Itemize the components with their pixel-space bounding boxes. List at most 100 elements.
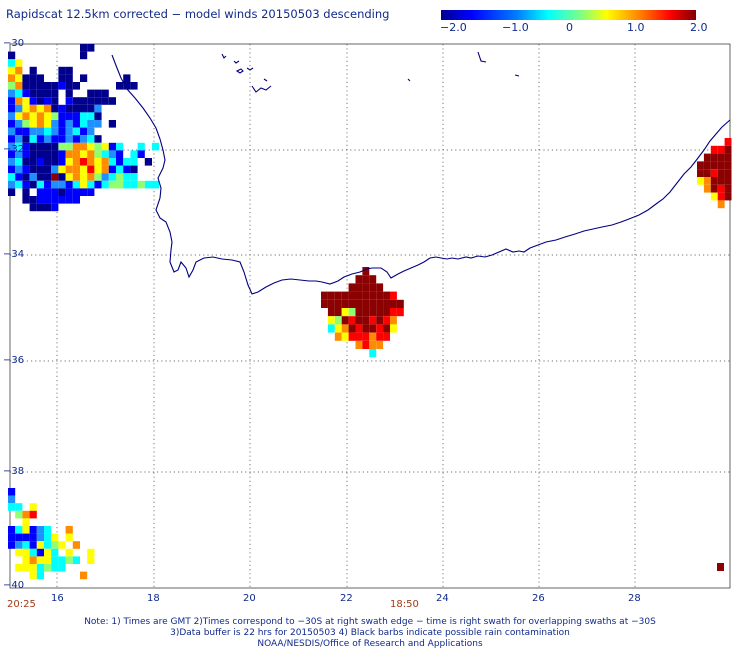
wind-cell	[334, 324, 342, 333]
wind-cell	[87, 150, 95, 158]
wind-cell	[724, 177, 732, 185]
wind-cell	[51, 82, 59, 90]
wind-cell	[116, 173, 124, 181]
wind-cell	[355, 275, 363, 284]
wind-cell	[383, 308, 390, 317]
wind-cell	[390, 324, 397, 333]
wind-cell	[36, 89, 44, 98]
wind-cell	[710, 169, 718, 177]
wind-cell	[383, 324, 390, 333]
wind-cell	[355, 308, 363, 317]
wind-cell	[8, 127, 16, 136]
wind-cell	[29, 533, 37, 542]
wind-cell	[130, 173, 138, 181]
wind-cell	[44, 112, 52, 120]
wind-cell	[717, 145, 725, 154]
wind-cell	[717, 169, 725, 177]
wind-cell	[51, 203, 59, 212]
wind-cell	[51, 127, 59, 136]
wind-cell	[15, 526, 23, 534]
wind-cell	[8, 158, 16, 166]
wind-cell	[8, 89, 16, 98]
wind-cell	[724, 192, 732, 201]
wind-cell	[44, 556, 52, 564]
wind-cell	[36, 120, 44, 128]
wind-cell	[116, 165, 124, 174]
wind-cell	[72, 82, 80, 90]
wind-cell	[65, 556, 73, 564]
wind-cell	[724, 161, 732, 170]
wind-cell	[724, 184, 732, 193]
wind-cell	[65, 74, 73, 82]
wind-cell	[65, 196, 73, 204]
wind-cell	[58, 165, 66, 174]
wind-cell	[137, 142, 145, 151]
wind-cell	[362, 324, 370, 333]
wind-cell	[390, 316, 397, 325]
wind-cell	[123, 74, 131, 82]
latitude-label: −36	[3, 355, 25, 366]
wind-cell	[36, 165, 44, 174]
wind-cell	[29, 526, 37, 534]
wind-cell	[87, 188, 95, 196]
wind-cell	[22, 158, 30, 166]
wind-cell	[29, 82, 37, 90]
wind-cell	[29, 150, 37, 158]
wind-cell	[87, 112, 95, 120]
wind-cell	[94, 120, 102, 128]
wind-cell	[72, 556, 80, 564]
wind-cell	[22, 97, 30, 105]
wind-cell	[108, 165, 116, 174]
wind-cell	[8, 165, 16, 174]
wind-cell	[51, 180, 59, 189]
wind-cell	[22, 150, 30, 158]
wind-cell	[137, 150, 145, 158]
colorbar-tick-label: 2.0	[690, 21, 708, 34]
wind-cell	[65, 135, 73, 143]
wind-cell	[697, 177, 704, 185]
wind-cell	[87, 173, 95, 181]
wind-difference-cells	[8, 44, 732, 580]
wind-cell	[80, 127, 88, 136]
wind-cell	[22, 82, 30, 90]
wind-cell	[87, 120, 95, 128]
wind-cell	[8, 135, 16, 143]
wind-cell	[36, 533, 44, 542]
wind-cell	[72, 158, 80, 166]
wind-cell	[376, 340, 384, 349]
wind-cell	[80, 51, 88, 60]
wind-cell	[51, 89, 59, 98]
wind-cell	[65, 127, 73, 136]
wind-cell	[80, 165, 88, 174]
wind-cell	[44, 135, 52, 143]
wind-cell	[22, 173, 30, 181]
wind-cell	[369, 275, 377, 284]
wind-cell	[101, 142, 109, 151]
wind-cell	[29, 564, 37, 572]
wind-cell	[58, 104, 66, 113]
wind-cell	[327, 299, 335, 308]
wind-cell	[80, 150, 88, 158]
wind-cell	[8, 104, 16, 113]
wind-cell	[80, 158, 88, 166]
wind-cell	[362, 291, 370, 300]
wind-cell	[334, 308, 342, 317]
wind-cell	[348, 316, 356, 325]
wind-cell	[390, 291, 397, 300]
swath-time-label: 18:50	[390, 599, 419, 610]
longitude-label: 18	[147, 593, 160, 604]
wind-cell	[51, 150, 59, 158]
wind-cell	[703, 169, 711, 177]
wind-cell	[94, 180, 102, 189]
wind-cell	[22, 74, 30, 82]
wind-cell	[8, 173, 16, 181]
wind-cell	[29, 165, 37, 174]
wind-cell	[22, 180, 30, 189]
wind-cell	[80, 180, 88, 189]
wind-cell	[29, 203, 37, 212]
wind-cell	[51, 165, 59, 174]
wind-cell	[123, 180, 131, 189]
wind-cell	[51, 556, 59, 564]
wind-cell	[87, 97, 95, 105]
wind-cell	[36, 180, 44, 189]
